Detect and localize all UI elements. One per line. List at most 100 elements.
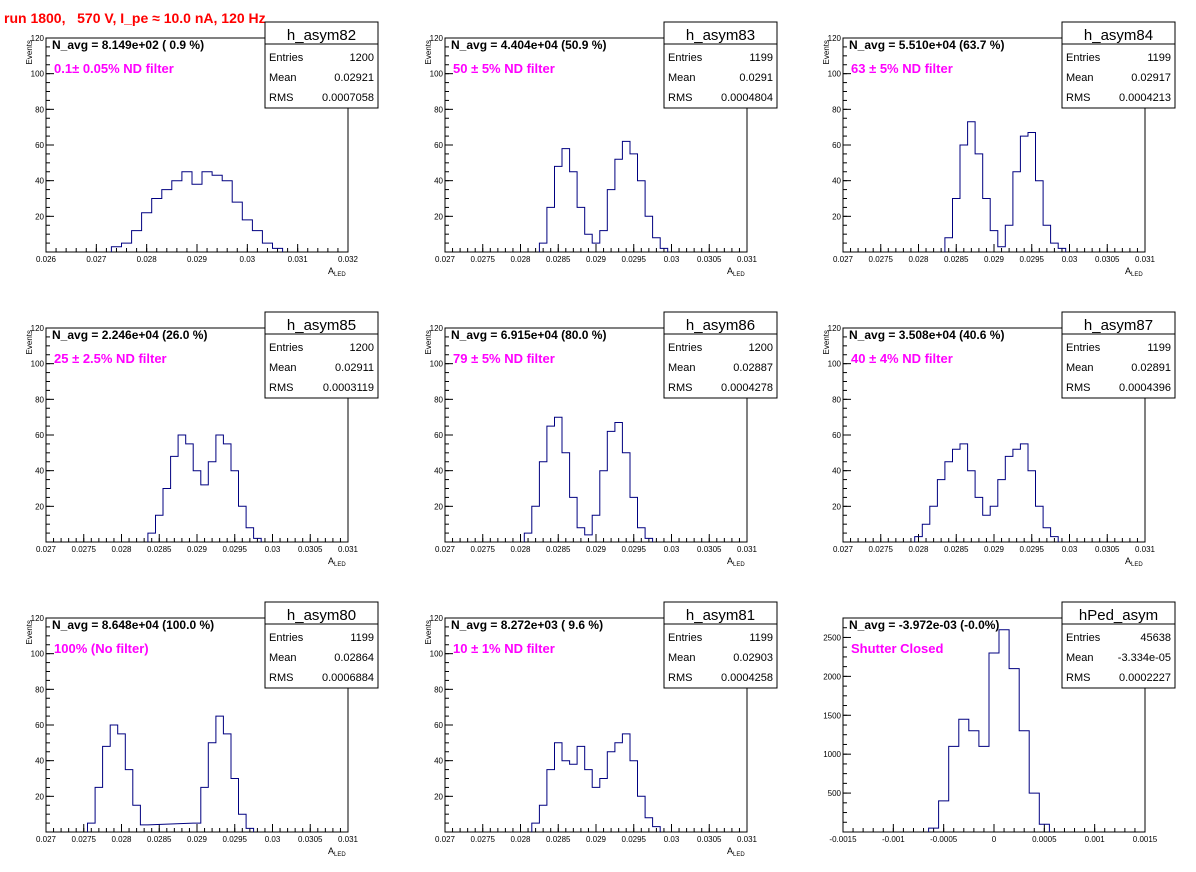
stats-value: 1199 (350, 632, 374, 644)
histogram-bin (577, 746, 585, 832)
histogram-bin (202, 172, 212, 252)
x-tick-label: 0.031 (288, 255, 309, 264)
y-tick-label: 120 (31, 614, 45, 623)
x-tick-label: 0.0305 (1095, 255, 1120, 264)
histogram-bin (1043, 225, 1051, 252)
histogram-bin (1036, 181, 1044, 252)
histogram-bin (1005, 225, 1013, 252)
stats-label: Mean (1066, 362, 1094, 374)
stats-box (264, 311, 379, 399)
histogram-bin (111, 247, 121, 252)
histogram-bin (162, 190, 172, 252)
x-tick-label: 0.031 (338, 545, 359, 554)
x-tick-label: 0.03 (664, 255, 680, 264)
histogram-bin (132, 231, 142, 252)
histogram-bin (208, 462, 216, 542)
y-tick-label: 20 (832, 212, 841, 221)
histogram-bin (983, 515, 991, 542)
x-tick-label: 0.029 (586, 255, 607, 264)
y-tick-label: 20 (35, 792, 44, 801)
stats-value: 0.0007058 (322, 92, 374, 104)
x-tick-label: 0.0275 (72, 545, 97, 554)
x-tick-label: 0.0295 (622, 835, 647, 844)
stats-value: 1199 (1147, 342, 1171, 354)
stats-label: Mean (1066, 652, 1094, 664)
x-tick-label: 0.0295 (622, 255, 647, 264)
x-tick-label: 0.0285 (147, 835, 172, 844)
stats-value: 1200 (350, 342, 374, 354)
stats-label: RMS (668, 92, 692, 104)
histogram-bin (216, 435, 224, 542)
n-avg-label: N_avg = 6.915e+04 (80.0 %) (451, 328, 606, 342)
stats-title: h_asym87 (1084, 317, 1153, 334)
histogram-bin (216, 716, 224, 832)
y-tick-label: 40 (832, 467, 841, 476)
y-tick-label: 100 (31, 70, 45, 79)
stats-label: Entries (668, 632, 703, 644)
histogram-bin (968, 122, 976, 252)
histogram-bin (653, 827, 661, 832)
histogram-bin (193, 471, 201, 542)
x-tick-label: 0.0285 (944, 545, 969, 554)
y-tick-label: 20 (35, 212, 44, 221)
x-tick-label: 0.027 (86, 255, 107, 264)
y-tick-label: 120 (430, 614, 444, 623)
stats-title: h_asym80 (287, 607, 356, 624)
histogram-bin (192, 184, 202, 252)
filter-annotation: 100% (No filter) (54, 641, 149, 656)
histogram-bin (585, 770, 593, 832)
stats-box (663, 311, 778, 399)
histogram-bin (622, 141, 630, 252)
x-tick-label: 0.0285 (546, 835, 571, 844)
histogram-line (523, 416, 654, 542)
histogram-bin (1051, 243, 1059, 252)
histogram-panel-h_asym80: 20 40 60 80 100 120 0.027 0.0275 0.028 0.0285 0.02… (25, 601, 379, 858)
stats-title: h_asym82 (287, 27, 356, 44)
histogram-bin (929, 828, 939, 832)
histogram-bin (110, 725, 118, 832)
histogram-bin (952, 449, 960, 542)
histogram-bin (939, 801, 949, 832)
y-tick-label: 120 (430, 34, 444, 43)
histogram-panel-h_asym81: 20 40 60 80 100 120 0.027 0.0275 0.028 0.0285 0.02… (424, 601, 778, 858)
histogram-bin (163, 489, 171, 543)
x-tick-label: 0.001 (1085, 835, 1106, 844)
stats-label: RMS (269, 92, 293, 104)
histogram-bin (600, 231, 608, 252)
histogram-bin (607, 752, 615, 832)
y-tick-label: 40 (434, 467, 443, 476)
histogram-bin (585, 535, 593, 542)
stats-label: Mean (269, 652, 297, 664)
histogram-bin (95, 787, 103, 832)
stats-value: 45638 (1140, 632, 1171, 644)
histogram-bin (142, 213, 152, 252)
histogram-bin (922, 524, 930, 542)
stats-value: 0.0004396 (1119, 382, 1171, 394)
x-tick-label: 0.0285 (546, 255, 571, 264)
y-tick-label: 60 (434, 721, 443, 730)
stats-label: RMS (269, 382, 293, 394)
stats-label: Entries (1066, 52, 1101, 64)
y-tick-label: 100 (430, 70, 444, 79)
histogram-bin (998, 247, 1006, 252)
histogram-bin (212, 175, 222, 252)
stats-value: 1200 (749, 342, 773, 354)
y-tick-label: 80 (434, 685, 443, 694)
histogram-bin (186, 444, 194, 542)
filter-annotation: 0.1± 0.05% ND filter (54, 61, 174, 76)
histogram-bin (1020, 136, 1028, 252)
stats-box (264, 21, 379, 109)
histogram-bin (983, 199, 991, 253)
x-axis-label: ALED (727, 266, 745, 278)
histogram-bin (960, 444, 968, 542)
y-axis-label: Events (424, 620, 433, 644)
stats-label: Mean (668, 652, 696, 664)
histogram-bin (960, 145, 968, 252)
histogram-panel-h_asym87: 20 40 60 80 100 120 0.027 0.0275 0.028 0.0285 0.02… (822, 311, 1176, 568)
y-tick-label: 2500 (823, 633, 841, 642)
histogram-bin (242, 220, 252, 252)
histogram-bin (615, 743, 623, 832)
x-tick-label: 0.03 (265, 835, 281, 844)
filter-annotation: 79 ± 5% ND filter (453, 351, 555, 366)
x-tick-label: 0.0295 (622, 545, 647, 554)
